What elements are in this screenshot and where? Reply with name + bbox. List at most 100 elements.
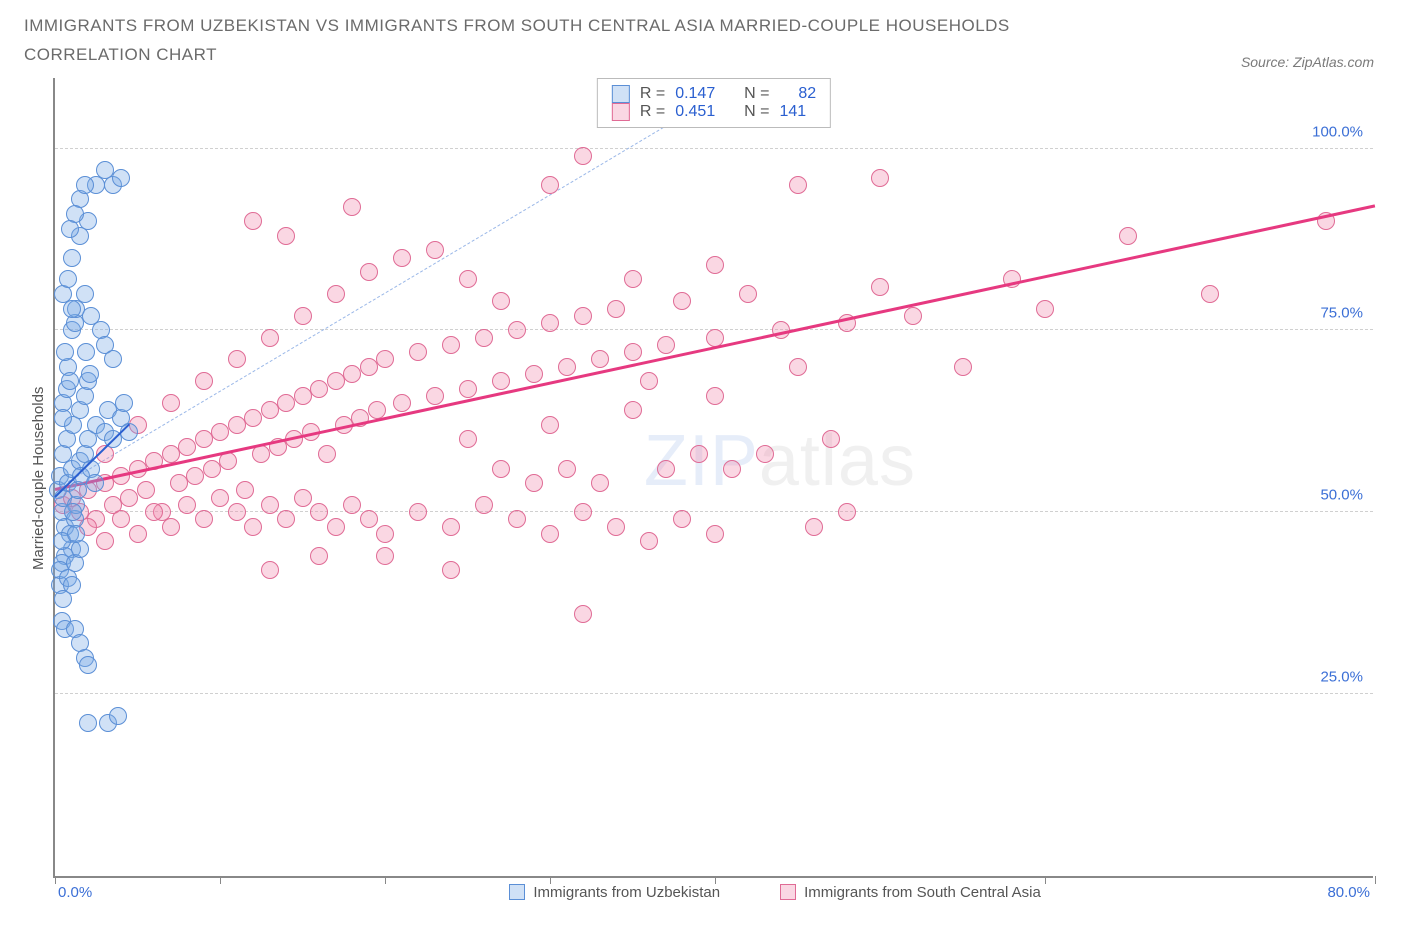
data-point bbox=[109, 707, 127, 725]
data-point bbox=[310, 547, 328, 565]
data-point bbox=[162, 394, 180, 412]
data-point bbox=[360, 263, 378, 281]
data-point bbox=[61, 372, 79, 390]
data-point bbox=[318, 445, 336, 463]
chart-title: IMMIGRANTS FROM UZBEKISTAN VS IMMIGRANTS… bbox=[24, 12, 1124, 70]
x-tick bbox=[1045, 876, 1046, 884]
data-point bbox=[871, 169, 889, 187]
data-point bbox=[723, 460, 741, 478]
data-point bbox=[871, 278, 889, 296]
swatch-sca bbox=[612, 103, 630, 121]
swatch-uzbekistan bbox=[612, 85, 630, 103]
data-point bbox=[525, 474, 543, 492]
data-point bbox=[475, 329, 493, 347]
n-value-uzbekistan: 82 bbox=[798, 85, 816, 103]
data-point bbox=[244, 518, 262, 536]
x-tick bbox=[220, 876, 221, 884]
data-point bbox=[327, 518, 345, 536]
reference-diagonal bbox=[55, 97, 716, 491]
data-point bbox=[261, 561, 279, 579]
data-point bbox=[426, 387, 444, 405]
data-point bbox=[376, 350, 394, 368]
y-tick-label: 100.0% bbox=[1312, 123, 1363, 140]
data-point bbox=[76, 285, 94, 303]
y-tick-label: 75.0% bbox=[1320, 305, 1363, 322]
y-axis-label: Married-couple Households bbox=[24, 78, 53, 878]
data-point bbox=[574, 147, 592, 165]
data-point bbox=[607, 300, 625, 318]
gridline bbox=[55, 148, 1373, 149]
data-point bbox=[459, 270, 477, 288]
data-point bbox=[607, 518, 625, 536]
data-point bbox=[706, 387, 724, 405]
data-point bbox=[115, 394, 133, 412]
data-point bbox=[541, 314, 559, 332]
data-point bbox=[137, 481, 155, 499]
data-point bbox=[442, 336, 460, 354]
data-point bbox=[1201, 285, 1219, 303]
data-point bbox=[228, 503, 246, 521]
data-point bbox=[442, 518, 460, 536]
bottom-legend: Immigrants from Uzbekistan Immigrants fr… bbox=[172, 884, 1378, 901]
data-point bbox=[310, 503, 328, 521]
data-point bbox=[277, 510, 295, 528]
data-point bbox=[525, 365, 543, 383]
header: IMMIGRANTS FROM UZBEKISTAN VS IMMIGRANTS… bbox=[24, 12, 1382, 70]
data-point bbox=[104, 350, 122, 368]
r-label: R = bbox=[640, 85, 665, 103]
data-point bbox=[219, 452, 237, 470]
x-tick bbox=[385, 876, 386, 884]
data-point bbox=[261, 496, 279, 514]
data-point bbox=[195, 430, 213, 448]
data-point bbox=[574, 307, 592, 325]
data-point bbox=[327, 285, 345, 303]
x-tick bbox=[550, 876, 551, 884]
data-point bbox=[475, 496, 493, 514]
data-point bbox=[61, 220, 79, 238]
data-point bbox=[178, 496, 196, 514]
data-point bbox=[904, 307, 922, 325]
data-point bbox=[112, 510, 130, 528]
data-point bbox=[690, 445, 708, 463]
data-point bbox=[393, 394, 411, 412]
data-point bbox=[211, 489, 229, 507]
data-point bbox=[112, 169, 130, 187]
data-point bbox=[178, 438, 196, 456]
data-point bbox=[228, 350, 246, 368]
data-point bbox=[360, 510, 378, 528]
data-point bbox=[426, 241, 444, 259]
y-tick-label: 50.0% bbox=[1320, 487, 1363, 504]
data-point bbox=[393, 249, 411, 267]
data-point bbox=[162, 445, 180, 463]
data-point bbox=[79, 714, 97, 732]
r-label: R = bbox=[640, 103, 665, 121]
data-point bbox=[1036, 300, 1054, 318]
data-point bbox=[673, 292, 691, 310]
data-point bbox=[673, 510, 691, 528]
data-point bbox=[442, 561, 460, 579]
x-tick bbox=[1375, 876, 1376, 884]
data-point bbox=[129, 525, 147, 543]
data-point bbox=[558, 358, 576, 376]
data-point bbox=[838, 503, 856, 521]
x-axis-row: 0.0% Immigrants from Uzbekistan Immigran… bbox=[58, 884, 1378, 901]
data-point bbox=[261, 401, 279, 419]
x-tick bbox=[715, 876, 716, 884]
data-point bbox=[63, 300, 81, 318]
data-point bbox=[195, 372, 213, 390]
legend-swatch-uzbekistan bbox=[509, 884, 525, 900]
data-point bbox=[558, 460, 576, 478]
data-point bbox=[640, 532, 658, 550]
data-point bbox=[706, 256, 724, 274]
chart-container: Married-couple Households ZIPatlas R = 0… bbox=[24, 78, 1382, 878]
data-point bbox=[789, 358, 807, 376]
data-point bbox=[739, 285, 757, 303]
x-axis-min-label: 0.0% bbox=[58, 884, 92, 901]
plot-area: ZIPatlas R = 0.147 N = 82 R = 0.451 N = … bbox=[53, 78, 1373, 878]
data-point bbox=[657, 460, 675, 478]
data-point bbox=[954, 358, 972, 376]
data-point bbox=[640, 372, 658, 390]
data-point bbox=[343, 365, 361, 383]
n-value-sca: 141 bbox=[779, 103, 806, 121]
data-point bbox=[541, 525, 559, 543]
